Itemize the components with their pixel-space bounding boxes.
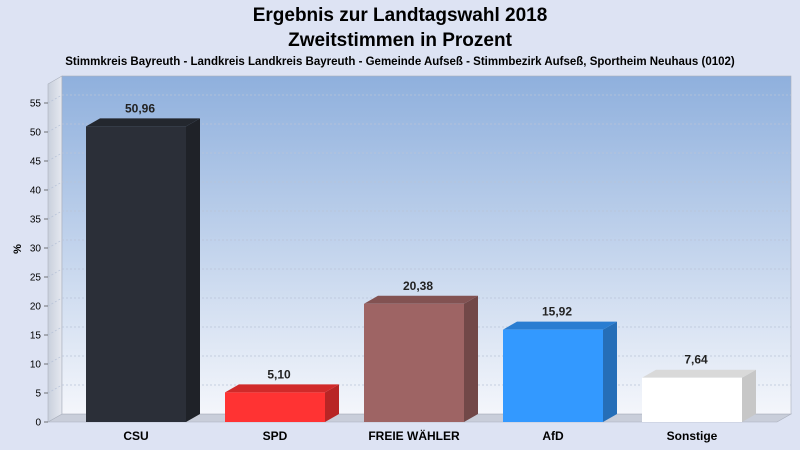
y-tick-label: 40 [30, 186, 42, 197]
bar-top [503, 321, 617, 330]
bar-front [642, 377, 742, 422]
y-axis: 0 5 10 15 20 25 30 35 40 45 50 55 [30, 99, 48, 429]
bar-side [742, 369, 756, 422]
data-label: 20,38 [403, 279, 433, 293]
y-tick-label: 10 [30, 360, 42, 371]
gridline-side [47, 355, 63, 365]
category-label: Sonstige [667, 429, 718, 443]
bar-csu [86, 118, 200, 422]
bar-spd [225, 384, 339, 422]
bar-front [225, 392, 325, 422]
category-label: AfD [542, 429, 564, 443]
chart-title-2: Zweitstimmen in Prozent [288, 30, 512, 51]
chart-title: Ergebnis zur Landtagswahl 2018 [253, 5, 548, 26]
bar-freie-w-hler [364, 295, 478, 422]
gridline-side [47, 210, 63, 220]
y-axis-label: % [12, 244, 24, 254]
data-label: 50,96 [125, 101, 155, 115]
gridline-side [47, 181, 63, 191]
y-tick-label: 5 [35, 389, 41, 400]
gridline-side [47, 326, 63, 336]
category-label: CSU [123, 429, 148, 443]
y-tick-label: 45 [30, 157, 42, 168]
bar-top [642, 369, 756, 378]
y-tick-label: 50 [30, 128, 42, 139]
gridline-side [47, 94, 63, 104]
y-tick-label: 35 [30, 215, 42, 226]
bar-afd [503, 321, 617, 422]
y-tick-label: 20 [30, 302, 42, 313]
category-label: SPD [263, 429, 288, 443]
gridline-side [47, 268, 63, 278]
bar-front [503, 329, 603, 422]
y-tick-label: 15 [30, 331, 42, 342]
data-label: 7,64 [684, 353, 708, 367]
y-tick-label: 55 [30, 99, 42, 110]
gridline-side [47, 239, 63, 249]
bar-side [325, 384, 339, 422]
bar-top [86, 118, 200, 127]
y-tick-label: 0 [35, 418, 41, 429]
bar-side [464, 295, 478, 422]
gridline-side [47, 384, 63, 394]
gridline-side [47, 123, 63, 133]
bar-top [225, 384, 339, 393]
x-axis-labels: CSU SPD FREIE WÄHLER AfD Sonstige [123, 428, 717, 443]
chart-subtitle: Stimmkreis Bayreuth - Landkreis Landkrei… [65, 56, 735, 68]
y-tick-label: 25 [30, 273, 42, 284]
bar-front [364, 303, 464, 422]
y-tick-label: 30 [30, 244, 42, 255]
category-label: FREIE WÄHLER [368, 428, 460, 443]
gridline-side [47, 297, 63, 307]
bar-side [186, 118, 200, 422]
bar-side [603, 321, 617, 422]
bar-top [364, 295, 478, 304]
bar-sonstige [642, 369, 756, 422]
data-label: 5,10 [267, 367, 291, 381]
gridline-side [47, 152, 63, 162]
data-label: 15,92 [542, 305, 572, 319]
bar-front [86, 126, 186, 422]
bars: 50,96 5,10 20,38 15,92 7,64 [86, 101, 756, 422]
